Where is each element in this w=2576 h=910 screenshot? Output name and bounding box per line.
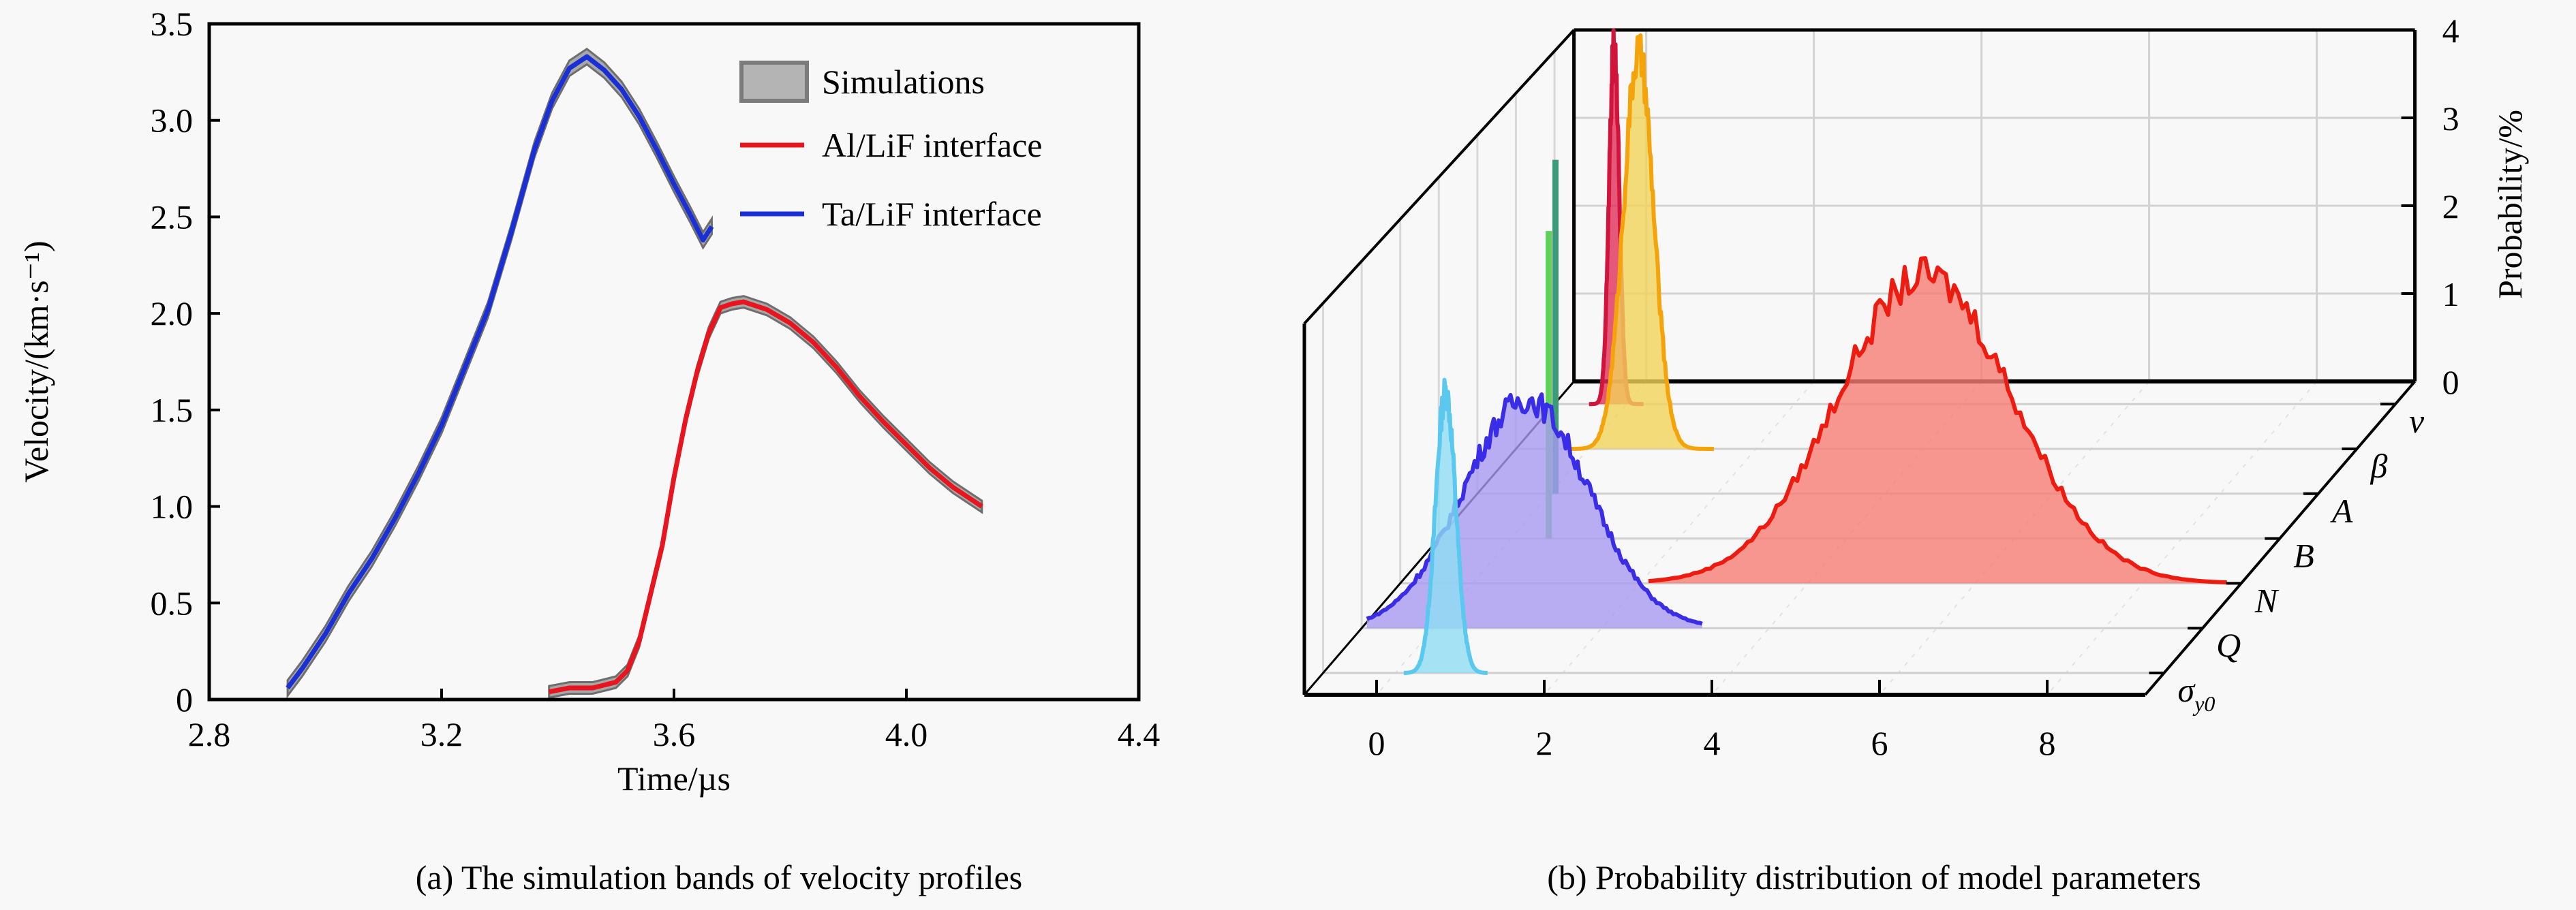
distributions [1366, 28, 2227, 675]
legend-label-al-lif: Al/LiF interface [822, 126, 1043, 164]
distribution-n-outline [1648, 256, 2227, 585]
x-tick-label: 4 [1704, 724, 1721, 762]
z-tick-label: 0 [2442, 363, 2459, 401]
simulation-band-0 [286, 47, 713, 699]
category-label-main: N [2254, 581, 2280, 619]
x-tick-label: 4.4 [1118, 715, 1161, 753]
panel-a-caption: (a) The simulation bands of velocity pro… [416, 858, 1023, 896]
category-label: β [2370, 447, 2387, 485]
distribution-n-fill [1648, 258, 2227, 584]
distribution-y0-fill [1403, 379, 1488, 673]
series-line-ta-lif-interface [286, 54, 714, 690]
category-label: B [2293, 537, 2314, 575]
distribution--fill [1571, 35, 1714, 450]
z-tick-label: 4 [2442, 12, 2459, 50]
depth-axis-line [2144, 380, 2417, 696]
legend-swatch-simulations [739, 61, 809, 103]
distribution-q-outline [1366, 392, 1703, 626]
y-tick-label: 0.5 [151, 584, 194, 622]
legend: Simulations Al/LiF interface Ta/LiF inte… [739, 61, 1043, 233]
distribution-v-fill [1589, 30, 1644, 405]
y-tick-label: 2.0 [151, 294, 194, 332]
floor-gridline [1544, 381, 1815, 695]
y-tick-label: 1.0 [151, 488, 194, 526]
z-tick-label: 3 [2442, 99, 2459, 138]
category-label-main: A [2330, 492, 2353, 530]
z-tick-label: 2 [2442, 187, 2459, 225]
floor-gridline [1879, 381, 2150, 695]
x-tick-label: 4.0 [885, 715, 928, 753]
category-label-main: σ [2178, 671, 2196, 709]
category-label: N [2254, 581, 2280, 619]
x-axis-title: Time/µs [617, 759, 731, 798]
y-axis-ticks: 0 0.5 1.0 1.5 2.0 2.5 3.0 3.5 [151, 5, 220, 719]
series-line-al-lif-interface [549, 299, 983, 695]
y-tick-label: 3.0 [151, 101, 194, 140]
y-tick-label: 1.5 [151, 391, 194, 429]
y-tick-label: 3.5 [151, 5, 194, 43]
legend-label-ta-lif: Ta/LiF interface [822, 195, 1042, 233]
panel-a-velocity-chart: 2.8 3.2 3.6 4.0 4.4 0 0.5 1.0 1.5 2.0 2.5 3.0 3.5 T… [17, 5, 1160, 896]
z-axis-ticks: 0 1 2 3 4 [2401, 12, 2459, 401]
x-tick-label: 2 [1536, 724, 1553, 762]
x-tick-label: 6 [1871, 724, 1888, 762]
category-label: v [2409, 402, 2425, 440]
category-label-main: β [2370, 447, 2387, 485]
z-tick-label: 1 [2442, 275, 2459, 313]
x-axis-ticks: 0 2 4 6 8 [1368, 680, 2056, 762]
3d-box-frame [1302, 28, 2417, 697]
y-tick-label: 2.5 [151, 198, 194, 236]
category-label-main: B [2293, 537, 2314, 575]
velocity-lines [286, 54, 983, 695]
distribution-y0-outline [1402, 377, 1489, 675]
category-label: σy0 [2178, 671, 2215, 716]
category-label: A [2330, 492, 2353, 530]
x-axis-ticks: 2.8 3.2 3.6 4.0 4.4 [188, 689, 1161, 753]
legend-label-simulations: Simulations [822, 63, 985, 101]
category-label-main: v [2409, 402, 2425, 440]
x-tick-label: 3.6 [653, 715, 696, 753]
panel-b-caption: (b) Probability distribution of model pa… [1547, 858, 2201, 896]
x-tick-label: 3.2 [420, 715, 463, 753]
z-axis-title: Probability/% [2491, 110, 2529, 299]
distribution--outline [1570, 33, 1715, 451]
x-tick-label: 2.8 [188, 715, 231, 753]
y-axis-title: Velocity/(km·s⁻¹) [17, 240, 55, 482]
category-label-main: Q [2216, 626, 2241, 664]
y-tick-label: 0 [176, 680, 193, 719]
x-tick-label: 0 [1368, 724, 1385, 762]
x-tick-label: 8 [2039, 724, 2056, 762]
category-label-subscript: y0 [2192, 691, 2215, 716]
side-wall-top-edge [1303, 29, 1576, 325]
floor-gridline [2046, 381, 2318, 695]
category-label: Q [2216, 626, 2241, 664]
